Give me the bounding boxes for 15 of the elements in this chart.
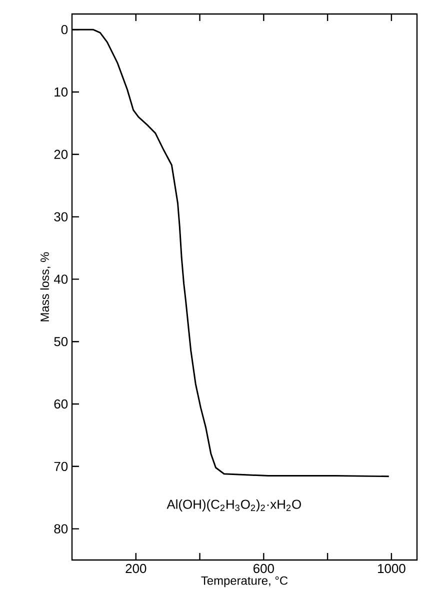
y-tick-label: 40 [54,274,68,284]
y-tick-label: 60 [54,399,68,409]
y-tick-label: 70 [54,462,68,471]
x-tick-label: 600 [254,564,274,574]
y-axis-title: Mass loss, % [40,252,50,322]
y-tick-label: 50 [54,337,68,346]
y-tick-label: 0 [61,25,68,34]
text: Al(OH)(C$_{2}$H$_{3}$O$_{2}$)$_{2}$·xH$_{2}$O [166,499,301,512]
y-tick-label: 10 [54,87,68,97]
x-tick-label: 200 [126,564,146,574]
x-tick-label: 1000 [378,564,406,574]
y-tick-label: 30 [54,212,68,222]
x-axis-title: Temperature, °C [201,576,288,588]
y-tick-label: 80 [54,524,68,534]
y-tick-label: 20 [54,150,68,159]
